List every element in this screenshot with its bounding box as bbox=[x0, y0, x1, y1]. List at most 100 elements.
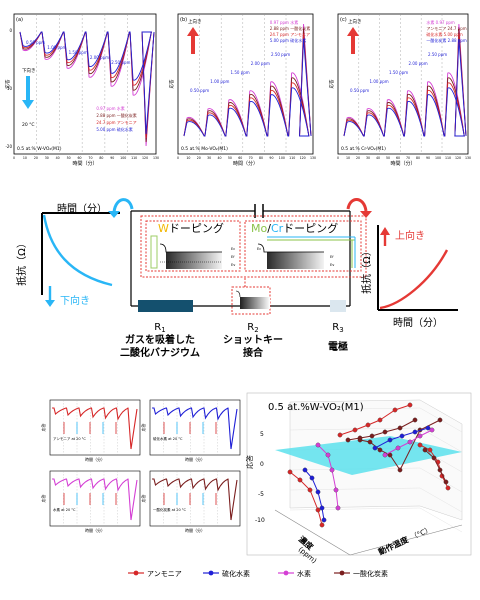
left-plot-xlabel: 時間（分） bbox=[57, 203, 107, 215]
grid-line bbox=[419, 487, 463, 513]
top-temp-label: 20 °C bbox=[22, 122, 35, 128]
plot3d-point bbox=[315, 507, 321, 513]
top-panel-letter: (c) bbox=[340, 17, 347, 23]
top-panel-frame bbox=[177, 13, 314, 155]
top-ytick: -10 bbox=[5, 86, 12, 91]
top-xtick: 0 bbox=[337, 156, 339, 160]
concentration-label: 2.00 ppm bbox=[251, 61, 270, 66]
small-panel-frame bbox=[49, 399, 141, 456]
top-xtick: 110 bbox=[131, 156, 137, 160]
right-plot-xlabel: 時間（分） bbox=[393, 317, 443, 329]
top-panel-letter: (b) bbox=[180, 17, 187, 23]
concentration-label: 2.00 ppm bbox=[90, 55, 109, 60]
top-xtick: 30 bbox=[366, 156, 370, 160]
legend-label: 水素 bbox=[297, 569, 311, 578]
top-up-arrow-icon bbox=[187, 27, 199, 36]
small-panel-frame bbox=[149, 399, 241, 456]
top-xtick: 130 bbox=[153, 156, 159, 160]
plot3d-point bbox=[333, 487, 339, 493]
concentration-label: 0.50 ppm bbox=[190, 88, 209, 93]
top-xtick: 50 bbox=[228, 156, 232, 160]
r1-description-line2: 二酸化バナジウム bbox=[120, 346, 200, 359]
top-xtick: 20 bbox=[197, 156, 201, 160]
top-panel-footer: 0.5 at.% Mo-VO₂(M1) bbox=[181, 146, 228, 152]
left-decreasing-curve bbox=[42, 214, 113, 287]
small-panel-label: 一酸化炭素 at 20 °C bbox=[153, 507, 187, 512]
plot3d-point bbox=[399, 433, 405, 439]
plot3d-zlabel: 応答 bbox=[245, 455, 254, 469]
small-ylabel: 応答 bbox=[140, 495, 146, 503]
top-xtick: 60 bbox=[238, 156, 242, 160]
top-legend-entry: 0.97 ppm 水素 bbox=[270, 19, 298, 25]
plot3d-point bbox=[309, 475, 315, 481]
top-xtick: 40 bbox=[376, 156, 380, 160]
small-ylabel: 応答 bbox=[140, 424, 146, 432]
top-xtick: 70 bbox=[249, 156, 253, 160]
top-legend-entry: 5.00 ppm 硫化水素 bbox=[96, 126, 132, 132]
legend-entry-4: 一酸化炭素 bbox=[334, 569, 388, 578]
top-xtick: 0 bbox=[177, 156, 179, 160]
top-xtick: 10 bbox=[346, 156, 350, 160]
plot3d-point bbox=[297, 477, 303, 483]
w-vo2-grain bbox=[166, 252, 222, 269]
response-trace bbox=[343, 38, 467, 137]
top-up-arrow-icon bbox=[347, 27, 359, 36]
plot3d-point bbox=[377, 447, 383, 453]
top-legend-entry: アンモニア 24.7 ppm bbox=[426, 26, 466, 31]
legend-marker bbox=[208, 570, 214, 576]
plot3d-point bbox=[407, 402, 413, 408]
plot3d-point bbox=[325, 452, 331, 458]
small-panel-frame bbox=[49, 470, 141, 527]
plot3d-point bbox=[431, 455, 437, 461]
right-increasing-curve bbox=[379, 249, 449, 310]
w-adsorbed-layer bbox=[150, 235, 158, 269]
w-band-ev: Ev bbox=[231, 263, 235, 267]
concentration-label: 0.50 ppm bbox=[26, 40, 45, 45]
top-xtick: 120 bbox=[455, 156, 461, 160]
top-xtick: 60 bbox=[78, 156, 82, 160]
plot3d-point bbox=[417, 442, 423, 448]
plot3d-point bbox=[427, 447, 433, 453]
plot3d-point bbox=[412, 417, 418, 423]
top-direction-label: 上向き bbox=[348, 18, 362, 25]
top-panel-frame bbox=[13, 13, 157, 155]
top-direction-label: 下向き bbox=[22, 67, 36, 74]
top-xtick: 70 bbox=[88, 156, 92, 160]
top-ytick: 0 bbox=[9, 28, 12, 33]
top-xtick: 20 bbox=[356, 156, 360, 160]
plot3d-point bbox=[382, 429, 388, 435]
r2-highlight-box bbox=[231, 286, 271, 315]
doping-outer-box bbox=[140, 215, 367, 278]
legend-marker bbox=[339, 570, 345, 576]
small-panel-label: 硫化水素 at 20 °C bbox=[153, 436, 183, 441]
top-xtick: 110 bbox=[445, 156, 451, 160]
top-xtick: 120 bbox=[142, 156, 148, 160]
concentration-label: 1.50 ppm bbox=[231, 70, 250, 75]
concentration-label: 1.00 ppm bbox=[47, 45, 66, 50]
top-xtick: 70 bbox=[406, 156, 410, 160]
zero-plane bbox=[275, 436, 462, 475]
top-xtick: 10 bbox=[186, 156, 190, 160]
grid-line bbox=[289, 407, 421, 411]
top-xtick: 40 bbox=[56, 156, 60, 160]
up-arrow-icon bbox=[380, 227, 390, 235]
w-band-ef: Ef bbox=[231, 255, 235, 259]
r2-label: R2 bbox=[247, 322, 258, 334]
top-ylabel: 応答 bbox=[328, 79, 335, 88]
concentration-label: 2.50 ppm bbox=[111, 60, 130, 65]
plot3d-point bbox=[319, 522, 325, 528]
plot3d-point bbox=[395, 445, 401, 451]
top-down-arrow-icon bbox=[22, 100, 34, 109]
plot3d-ztick-3: -10 bbox=[255, 517, 265, 524]
top-panel-footer: 0.5 at.% W-VO₂(M1) bbox=[17, 146, 62, 152]
small-response-trace bbox=[52, 478, 138, 521]
plot3d-point bbox=[407, 439, 413, 445]
small-panel-frame bbox=[149, 470, 241, 527]
legend-label: 一酸化炭素 bbox=[353, 569, 388, 578]
top-panel-frame bbox=[337, 13, 469, 155]
top-legend-entry: 一酸化炭素 2.88 ppm bbox=[426, 37, 467, 43]
